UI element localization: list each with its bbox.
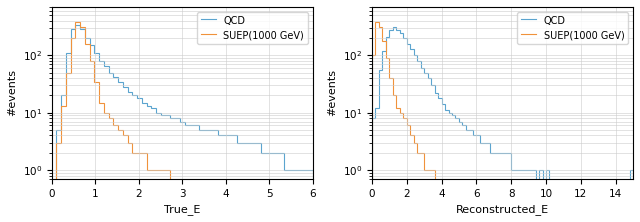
Y-axis label: #events: #events: [327, 69, 337, 116]
Legend: QCD, SUEP(1000 GeV): QCD, SUEP(1000 GeV): [517, 12, 628, 44]
Y-axis label: #events: #events: [7, 69, 17, 116]
X-axis label: Reconstructed_E: Reconstructed_E: [456, 204, 549, 215]
X-axis label: True_E: True_E: [164, 204, 200, 215]
Legend: QCD, SUEP(1000 GeV): QCD, SUEP(1000 GeV): [197, 12, 308, 44]
